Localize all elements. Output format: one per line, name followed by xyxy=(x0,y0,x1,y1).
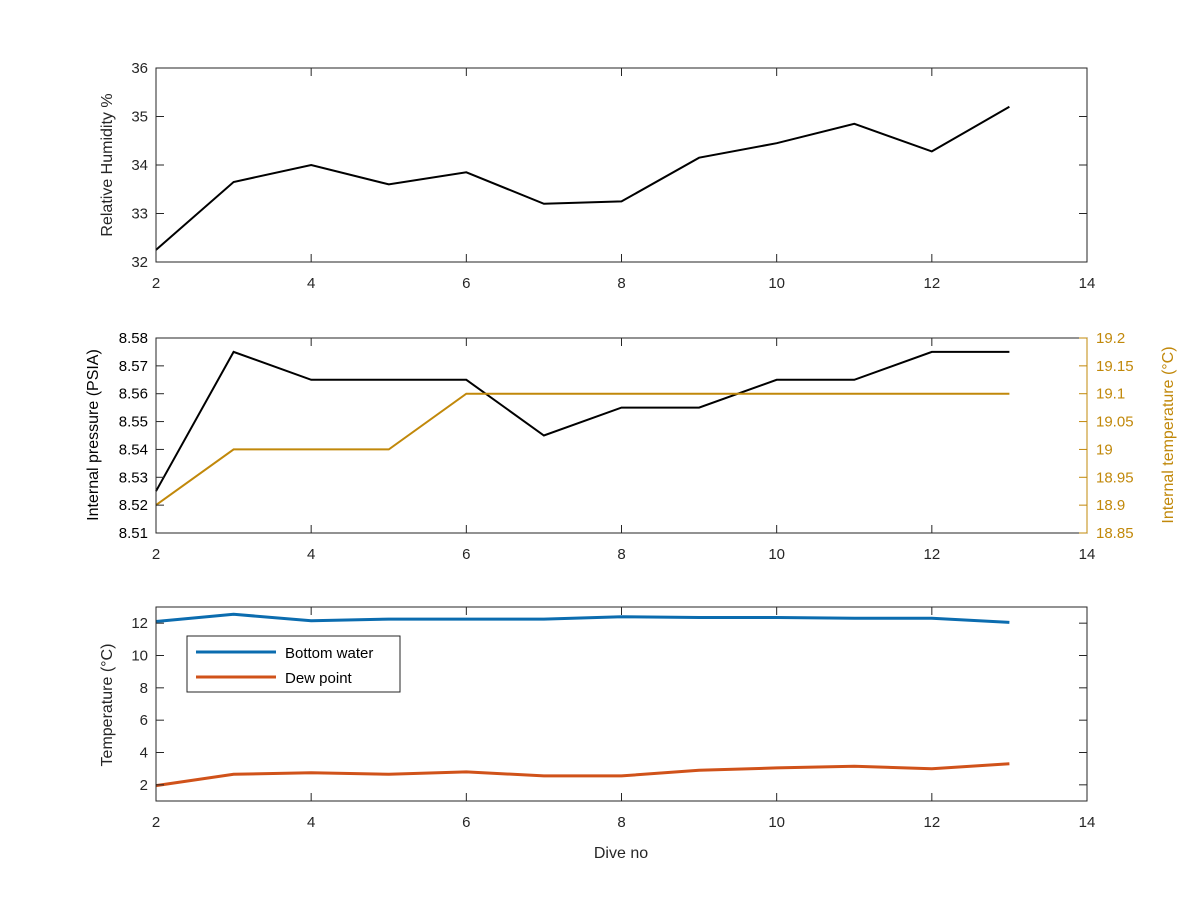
x-tick-label-1-6: 14 xyxy=(1079,546,1096,563)
x-tick-label-0-6: 14 xyxy=(1079,275,1096,292)
series-line-2-1 xyxy=(155,762,1010,788)
y-tick-label-1-7: 8.58 xyxy=(119,330,148,347)
plot-frame-1 xyxy=(155,337,1088,534)
y-right-tick-label-1-1: 18.9 xyxy=(1096,497,1125,514)
x-tick-label-2-0: 2 xyxy=(152,814,160,831)
y-tick-label-1-3: 8.54 xyxy=(119,441,148,458)
y-tick-label-2-0: 2 xyxy=(140,777,148,794)
y-tick-label-2-3: 8 xyxy=(140,680,148,697)
y-tick-label-2-5: 12 xyxy=(131,615,148,632)
pressure-temperature-plot: Internal pressure (PSIA) Internal temper… xyxy=(85,330,1177,563)
humidity-plot: Relative Humidity % 2 4 6 8 10 12 14 32 33 34 35 36 xyxy=(99,60,1095,292)
x-tick-label-0-0: 2 xyxy=(152,275,160,292)
x-tick-label-2-5: 12 xyxy=(923,814,940,831)
y-tick-label-2-2: 6 xyxy=(140,712,148,729)
x-tick-label-1-0: 2 xyxy=(152,546,160,563)
y-tick-label-1-2: 8.53 xyxy=(119,469,148,486)
x-tick-label-2-4: 10 xyxy=(768,814,785,831)
legend-box xyxy=(186,635,401,693)
x-tick-label-2-2: 6 xyxy=(462,814,470,831)
x-tick-label-0-3: 8 xyxy=(617,275,625,292)
y-tick-label-2-1: 4 xyxy=(140,745,148,762)
internal-temperature-ylabel: Internal temperature (°C) xyxy=(1160,346,1177,523)
x-tick-label-0-2: 6 xyxy=(462,275,470,292)
y-tick-label-0-1: 33 xyxy=(131,206,148,223)
series-line-1-0 xyxy=(155,350,1010,492)
y-right-tick-label-1-4: 19.05 xyxy=(1096,414,1134,431)
x-tick-label-0-5: 12 xyxy=(923,275,940,292)
y-tick-label-1-1: 8.52 xyxy=(119,497,148,514)
y-right-tick-label-1-0: 18.85 xyxy=(1096,525,1134,542)
x-axis-label: Dive no xyxy=(594,845,648,862)
y-right-tick-label-1-3: 19 xyxy=(1096,441,1113,458)
x-tick-label-2-6: 14 xyxy=(1079,814,1096,831)
y-right-tick-label-1-5: 19.1 xyxy=(1096,386,1125,403)
x-tick-label-1-4: 10 xyxy=(768,546,785,563)
temperature-plot: Temperature (°C) 2 4 6 8 10 12 14 2 4 6 8 10 12 Bott… xyxy=(99,606,1096,831)
x-tick-label-1-2: 6 xyxy=(462,546,470,563)
y-tick-label-1-4: 8.55 xyxy=(119,414,148,431)
y-tick-label-0-2: 34 xyxy=(131,157,148,174)
x-tick-label-1-3: 8 xyxy=(617,546,625,563)
humidity-ylabel: Relative Humidity % xyxy=(99,93,116,236)
x-tick-label-1-5: 12 xyxy=(923,546,940,563)
y-tick-label-0-0: 32 xyxy=(131,254,148,271)
plot-frame-0 xyxy=(155,67,1088,263)
series-line-1-1 xyxy=(155,392,1010,506)
x-tick-label-1-1: 4 xyxy=(307,546,315,563)
y-right-tick-label-1-7: 19.2 xyxy=(1096,330,1125,347)
legend: Bottom water Dew point xyxy=(186,635,401,693)
y-tick-label-1-6: 8.57 xyxy=(119,358,148,375)
series-line-2-0 xyxy=(155,612,1010,624)
x-tick-label-0-4: 10 xyxy=(768,275,785,292)
x-tick-label-2-1: 4 xyxy=(307,814,315,831)
y-tick-label-1-5: 8.56 xyxy=(119,386,148,403)
y-right-tick-label-1-2: 18.95 xyxy=(1096,469,1134,486)
pressure-ylabel: Internal pressure (PSIA) xyxy=(85,349,102,521)
legend-label-dew-point: Dew point xyxy=(285,670,353,687)
temperature-ylabel: Temperature (°C) xyxy=(99,644,116,767)
y-tick-label-0-4: 36 xyxy=(131,60,148,77)
x-tick-label-0-1: 4 xyxy=(307,275,315,292)
x-tick-label-2-3: 8 xyxy=(617,814,625,831)
y-tick-label-0-3: 35 xyxy=(131,109,148,126)
y-tick-label-2-4: 10 xyxy=(131,648,148,665)
y-tick-label-1-0: 8.51 xyxy=(119,525,148,542)
series-line-0-0 xyxy=(155,105,1010,251)
y-right-tick-label-1-6: 19.15 xyxy=(1096,358,1134,375)
legend-label-bottom-water: Bottom water xyxy=(285,645,373,662)
